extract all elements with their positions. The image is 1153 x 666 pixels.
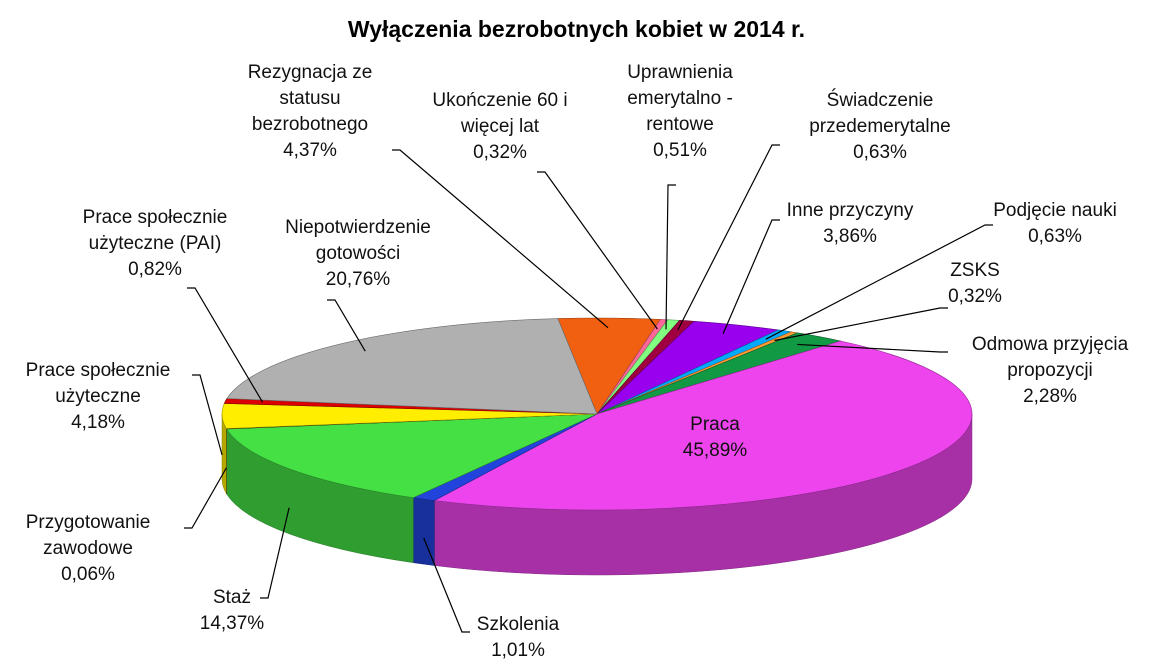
- data-label: Przygotowanie zawodowe 0,06%: [3, 510, 173, 588]
- data-label: Inne przyczyny 3,86%: [765, 198, 935, 250]
- category-label: Praca: [690, 414, 740, 435]
- value-label: 0,51%: [653, 140, 707, 161]
- value-label: 0,32%: [473, 142, 527, 163]
- slice: [226, 413, 598, 499]
- leader-line: [192, 374, 223, 456]
- value-label: 4,18%: [71, 412, 125, 433]
- category-label: Prace społecznie użyteczne (PAI): [82, 207, 228, 254]
- category-label: Inne przyczyny: [786, 200, 914, 221]
- data-label: Świadczenie przedemerytalne 0,63%: [780, 88, 980, 166]
- value-label: 14,37%: [199, 613, 265, 634]
- leader-line: [260, 507, 290, 599]
- category-label: Niepotwierdzenie gotowości: [285, 217, 431, 264]
- data-label: Ukończenie 60 i więcej lat 0,32%: [413, 88, 588, 166]
- leader-line: [765, 224, 993, 340]
- value-label: 1,01%: [491, 640, 545, 661]
- value-label: 20,76%: [325, 269, 391, 290]
- leader-line: [665, 184, 676, 330]
- value-label: 0,63%: [1028, 226, 1082, 247]
- value-label: 4,37%: [283, 140, 337, 161]
- data-label: Niepotwierdzenie gotowości 20,76%: [266, 215, 451, 293]
- data-label: Prace społecznie użyteczne (PAI) 0,82%: [48, 205, 263, 283]
- category-label: Odmowa przyjęcia propozycji: [971, 334, 1129, 381]
- value-label: 0,63%: [853, 142, 907, 163]
- value-label: 3,86%: [823, 226, 877, 247]
- leader-line: [327, 299, 366, 352]
- leader-line: [184, 467, 227, 529]
- data-label: Szkolenia 1,01%: [458, 612, 578, 664]
- category-label: Ukończenie 60 i więcej lat: [432, 90, 568, 137]
- category-label: Uprawnienia emerytalno - rentowe: [627, 62, 733, 135]
- data-label: Praca 45,89%: [655, 412, 775, 464]
- category-label: Świadczenie przedemerytalne: [809, 90, 951, 137]
- leader-line: [774, 307, 948, 342]
- data-label: Staż 14,37%: [192, 585, 272, 637]
- value-label: 45,89%: [682, 440, 748, 461]
- value-label: 0,06%: [61, 564, 115, 585]
- value-label: 0,82%: [128, 259, 182, 280]
- data-label: Podjęcie nauki 0,63%: [968, 198, 1143, 250]
- leader-line: [722, 219, 780, 335]
- leader-line: [797, 343, 948, 353]
- category-label: Szkolenia: [476, 614, 560, 635]
- category-label: Rezygnacja ze statusu bezrobotnego: [247, 62, 373, 135]
- leader-line: [423, 537, 470, 633]
- data-label: Rezygnacja ze statusu bezrobotnego 4,37%: [235, 60, 385, 164]
- leader-line: [392, 149, 609, 329]
- category-label: Staż: [212, 587, 252, 608]
- data-label: Uprawnienia emerytalno - rentowe 0,51%: [605, 60, 755, 164]
- slice: [433, 340, 973, 511]
- value-label: 0,32%: [948, 286, 1002, 307]
- data-label: Prace społecznie użyteczne 4,18%: [1, 358, 196, 436]
- leader-line: [677, 144, 780, 331]
- leader-line: [187, 287, 264, 403]
- category-label: Przygotowanie zawodowe: [25, 512, 151, 559]
- chart-title: Wyłączenia bezrobotnych kobiet w 2014 r.: [347, 16, 806, 42]
- slice: [226, 318, 598, 415]
- leader-line: [537, 171, 658, 330]
- data-label: Odmowa przyjęcia propozycji 2,28%: [945, 332, 1153, 410]
- category-label: ZSKS: [950, 260, 1000, 281]
- category-label: Podjęcie nauki: [993, 200, 1117, 221]
- data-label: ZSKS 0,32%: [935, 258, 1015, 310]
- category-label: Prace społecznie użyteczne: [25, 360, 171, 407]
- value-label: 2,28%: [1023, 386, 1077, 407]
